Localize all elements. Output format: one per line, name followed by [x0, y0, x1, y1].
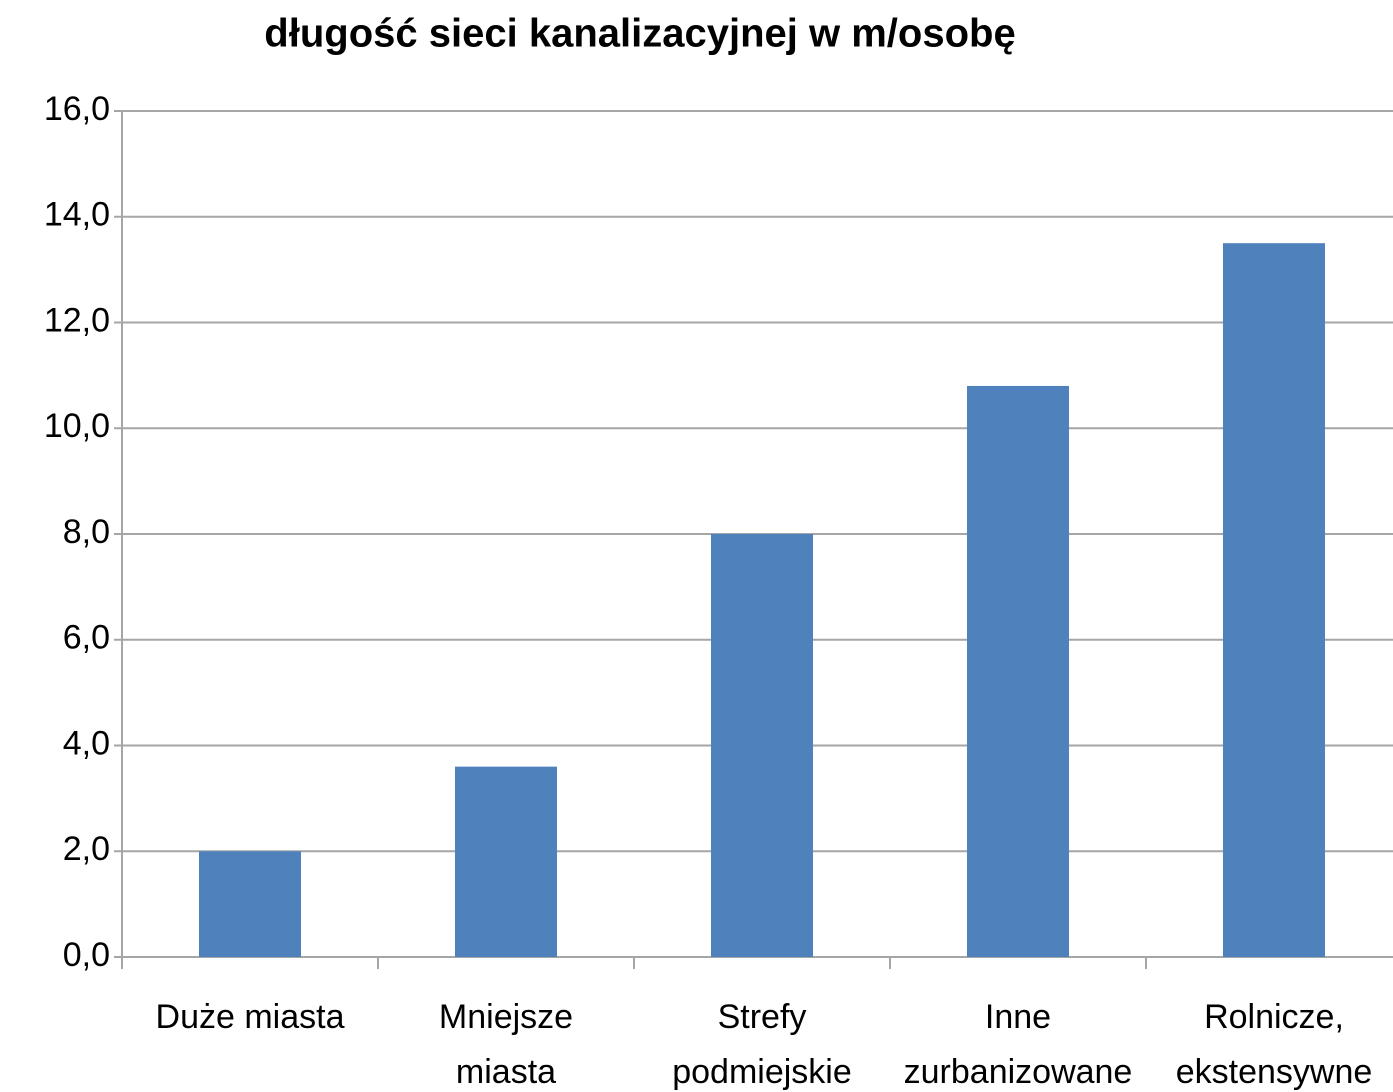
bar	[455, 766, 557, 957]
x-tick-label: Rolnicze, ekstensywne	[1175, 998, 1373, 1091]
bar	[199, 851, 301, 957]
chart-title: długość sieci kanalizacyjnej w m/osobę	[264, 12, 1015, 56]
bar	[711, 534, 813, 957]
x-tick-label: Strefy podmiejskie	[672, 998, 852, 1091]
y-tick-label: 14,0	[44, 196, 110, 234]
y-tick-label: 10,0	[44, 407, 110, 445]
x-tick-label: Inne zurbanizowane	[903, 998, 1133, 1091]
x-tick-label: Mniejsze miasta	[438, 998, 574, 1091]
y-tick-label: 6,0	[63, 619, 110, 657]
y-tick-label: 0,0	[63, 936, 110, 974]
bar	[967, 385, 1069, 957]
x-tick-label: Duże miasta	[155, 998, 345, 1036]
y-tick-label: 16,0	[44, 90, 110, 128]
y-tick-label: 12,0	[44, 301, 110, 339]
y-tick-label: 2,0	[63, 830, 110, 868]
y-tick-label: 8,0	[63, 513, 110, 551]
y-tick-label: 4,0	[63, 724, 110, 762]
bar	[1223, 243, 1325, 957]
